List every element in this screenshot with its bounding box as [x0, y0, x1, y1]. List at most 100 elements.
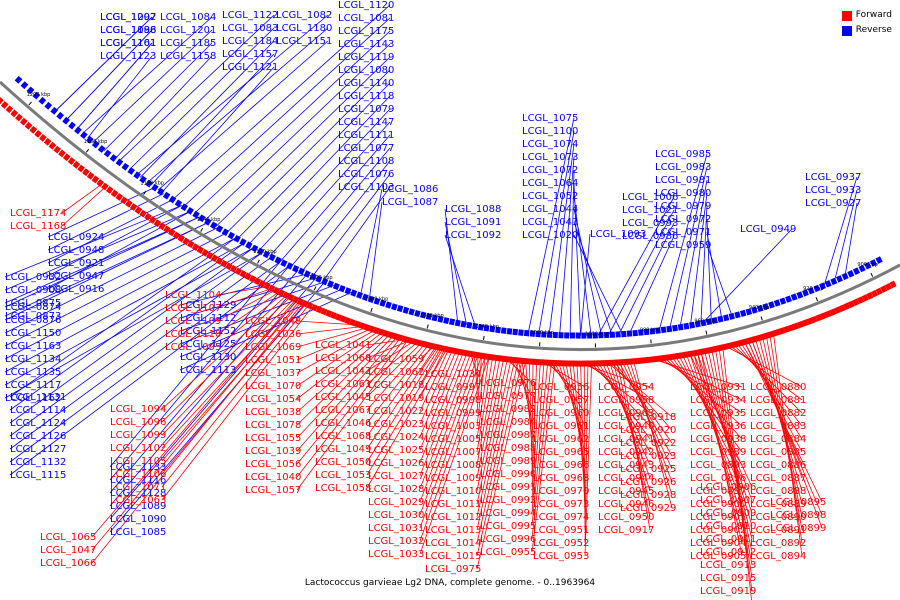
gene-label[interactable]: LCGL_0989 [480, 456, 536, 467]
gene-label[interactable]: LCGL_0986 [622, 231, 678, 242]
gene-label[interactable]: LCGL_1025 [368, 445, 424, 456]
gene-label[interactable]: LCGL_0917 [598, 525, 654, 536]
gene-label[interactable]: LCGL_0916 [48, 284, 104, 295]
gene-label[interactable]: LCGL_1100 [522, 126, 578, 137]
gene-label[interactable]: LCGL_1064 [522, 178, 578, 189]
gene-label[interactable]: LCGL_1060 [315, 353, 371, 364]
gene-label[interactable]: LCGL_1128 [110, 488, 166, 499]
gene-label[interactable]: LCGL_0882 [750, 408, 806, 419]
gene-label[interactable]: LCGL_0973 [533, 499, 589, 510]
gene-label[interactable]: LCGL_1051 [245, 355, 301, 366]
gene-label[interactable]: LCGL_1084 [160, 12, 216, 23]
gene-label[interactable]: LCGL_1117 [5, 380, 61, 391]
gene-label[interactable]: LCGL_0996 [480, 534, 536, 545]
gene-label[interactable]: LCGL_1015 [425, 551, 481, 562]
gene-label[interactable]: LCGL_0941 [598, 434, 654, 445]
gene-label[interactable]: LCGL_0906 [700, 482, 756, 493]
gene-label[interactable]: LCGL_1003 [425, 421, 481, 432]
gene-label[interactable]: LCGL_1043 [522, 217, 578, 228]
gene-label[interactable]: LCGL_0887 [750, 473, 806, 484]
gene-label[interactable]: LCGL_0965 [533, 447, 589, 458]
gene-label[interactable]: LCGL_0921 [48, 258, 104, 269]
gene-label[interactable]: LCGL_1075 [522, 113, 578, 124]
gene-label[interactable]: LCGL_0955 [480, 547, 536, 558]
gene-label[interactable]: LCGL_1090 [110, 514, 166, 525]
gene-label[interactable]: LCGL_1168 [10, 221, 66, 232]
gene-label[interactable]: LCGL_0983 [655, 162, 711, 173]
gene-label[interactable]: LCGL_0926 [620, 477, 676, 488]
gene-label[interactable]: LCGL_1185 [160, 38, 216, 49]
gene-label[interactable]: LCGL_1095 [165, 342, 221, 353]
gene-label[interactable]: LCGL_1011 [425, 499, 481, 510]
gene-label[interactable]: LCGL_1091 [445, 217, 501, 228]
gene-label[interactable]: LCGL_0909 [700, 508, 756, 519]
gene-label[interactable]: LCGL_1009 [425, 473, 481, 484]
gene-label[interactable]: LCGL_0873 [5, 311, 61, 322]
gene-label[interactable]: LCGL_0881 [750, 395, 806, 406]
gene-label[interactable]: LCGL_0885 [750, 447, 806, 458]
gene-label[interactable]: LCGL_1096 [110, 417, 166, 428]
gene-label[interactable]: LCGL_0911 [700, 534, 756, 545]
gene-label[interactable]: LCGL_0915 [700, 573, 756, 584]
gene-label[interactable]: LCGL_1097 [100, 12, 156, 23]
gene-label[interactable]: LCGL_0994 [480, 508, 536, 519]
gene-label[interactable]: LCGL_0905 [690, 551, 746, 562]
gene-label[interactable]: LCGL_1030 [368, 510, 424, 521]
gene-label[interactable]: LCGL_1080 [338, 65, 394, 76]
gene-label[interactable]: LCGL_1201 [160, 25, 216, 36]
gene-label[interactable]: LCGL_1119 [338, 52, 394, 63]
gene-label[interactable]: LCGL_1087 [382, 197, 438, 208]
gene-label[interactable]: LCGL_1042 [315, 366, 371, 377]
gene-label[interactable]: LCGL_1140 [338, 78, 394, 89]
gene-label[interactable]: LCGL_1110 [165, 329, 221, 340]
gene-label[interactable]: LCGL_1078 [245, 420, 301, 431]
gene-label[interactable]: LCGL_1102 [110, 443, 166, 454]
gene-label[interactable]: LCGL_1062 [368, 367, 424, 378]
gene-label[interactable]: LCGL_1050 [315, 457, 371, 468]
gene-label[interactable]: LCGL_1061 [315, 379, 371, 390]
gene-label[interactable]: LCGL_1068 [315, 431, 371, 442]
gene-label[interactable]: LCGL_0975 [425, 564, 481, 575]
gene-label[interactable]: LCGL_1027 [368, 471, 424, 482]
gene-label[interactable]: LCGL_1033 [368, 549, 424, 560]
gene-label[interactable]: LCGL_0991 [480, 482, 536, 493]
gene-label[interactable]: LCGL_1020 [522, 230, 578, 241]
gene-label[interactable]: LCGL_1079 [338, 104, 394, 115]
gene-label[interactable]: LCGL_1082 [276, 10, 332, 21]
gene-label[interactable]: LCGL_0890 [750, 512, 806, 523]
gene-label[interactable]: LCGL_1023 [368, 419, 424, 430]
gene-label[interactable]: LCGL_1006 [622, 192, 678, 203]
gene-label[interactable]: LCGL_0893 [690, 460, 746, 471]
gene-label[interactable]: LCGL_0904 [690, 538, 746, 549]
gene-label[interactable]: LCGL_1007 [425, 447, 481, 458]
gene-label[interactable]: LCGL_1123 [100, 51, 156, 62]
gene-label[interactable]: LCGL_1073 [522, 152, 578, 163]
gene-label[interactable]: LCGL_1012 [425, 512, 481, 523]
gene-label[interactable]: LCGL_1116 [110, 475, 166, 486]
gene-label[interactable]: LCGL_1022 [368, 406, 424, 417]
gene-label[interactable]: LCGL_1014 [425, 538, 481, 549]
gene-label[interactable]: LCGL_1034 [425, 369, 481, 380]
gene-label[interactable]: LCGL_1143 [338, 39, 394, 50]
gene-label[interactable]: LCGL_1045 [315, 392, 371, 403]
gene-label[interactable]: LCGL_1054 [245, 394, 301, 405]
gene-label[interactable]: LCGL_1175 [338, 26, 394, 37]
gene-label[interactable]: LCGL_0910 [700, 521, 756, 532]
gene-label[interactable]: LCGL_0963 [598, 408, 654, 419]
gene-label[interactable]: LCGL_0990 [480, 469, 536, 480]
gene-label[interactable]: LCGL_0946 [598, 499, 654, 510]
gene-label[interactable]: LCGL_1032 [368, 536, 424, 547]
gene-label[interactable]: LCGL_1202 [100, 12, 156, 23]
gene-label[interactable]: LCGL_0901 [690, 512, 746, 523]
gene-label[interactable]: LCGL_1114 [10, 405, 66, 416]
gene-label[interactable]: LCGL_0933 [805, 185, 861, 196]
gene-label[interactable]: LCGL_0900 [690, 499, 746, 510]
gene-label[interactable]: LCGL_0913 [700, 560, 756, 571]
gene-label[interactable]: LCGL_0931 [690, 382, 746, 393]
gene-label[interactable]: LCGL_1099 [110, 430, 166, 441]
gene-label[interactable]: LCGL_0977 [480, 391, 536, 402]
gene-label[interactable]: LCGL_1174 [10, 208, 66, 219]
gene-label[interactable]: LCGL_1126 [10, 431, 66, 442]
gene-label[interactable]: LCGL_1076 [338, 169, 394, 180]
gene-label[interactable]: LCGL_0987 [480, 430, 536, 441]
